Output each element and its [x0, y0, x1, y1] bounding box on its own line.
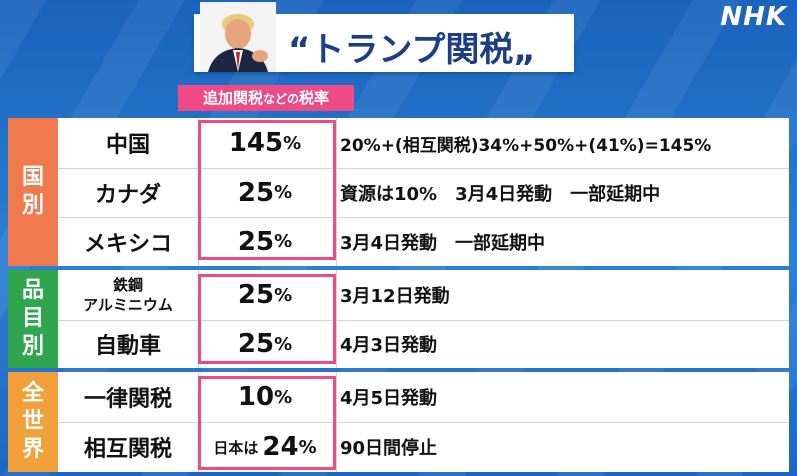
page-title: “トランプ関税„: [288, 30, 536, 70]
note-cell: 3月4日発動 一部延期中: [340, 232, 546, 254]
rate-cell: 25%: [237, 280, 293, 310]
rate-cell: 25%: [237, 226, 293, 257]
item-cell: 鉄鋼 アルミニウム: [83, 276, 173, 314]
column-divider: [336, 270, 337, 368]
rate-column-label: 追加関税などの税率: [178, 85, 354, 111]
group-label-worldwide: 全 世 界: [8, 372, 58, 472]
table-row-automobile: 自動車 25% 4月3日発動: [58, 320, 789, 368]
rate-highlight-frame: [198, 274, 336, 364]
group-worldwide: 全 世 界 一律関税 10% 4月5日発動 相互関税 日本は 24% 90日間停止: [8, 372, 789, 472]
note-cell: 資源は10% 3月4日発動 一部延期中: [340, 183, 661, 205]
rate-cell: 25%: [237, 329, 293, 359]
item-cell: カナダ: [94, 182, 161, 208]
note-cell: 20%+(相互関税)34%+50%+(41%)=145%: [340, 135, 712, 156]
group-by-product: 品 目 別 鉄鋼 アルミニウム 25% 3月12日発動 自動車 25% 4月3日…: [8, 270, 789, 368]
item-cell: 中国: [105, 133, 150, 158]
column-divider: [336, 118, 337, 266]
note-cell: 3月12日発動: [340, 286, 450, 307]
row-divider: [58, 217, 789, 218]
item-cell: 相互関税: [83, 437, 172, 462]
rate-cell: 10%: [237, 382, 293, 412]
rate-cell: 145%: [228, 128, 302, 158]
group-label-country: 国 別: [8, 118, 58, 266]
rate-highlight-frame: [198, 120, 336, 260]
row-divider: [58, 168, 789, 169]
rate-cell: 日本は 24%: [213, 432, 317, 462]
table-row-china: 中国 145% 20%+(相互関税)34%+50%+(41%)=145%: [58, 118, 789, 168]
table-row-uniform-tariff: 一律関税 10% 4月5日発動: [58, 372, 789, 422]
group-by-country: 国 別 中国 145% 20%+(相互関税)34%+50%+(41%)=145%…: [8, 118, 789, 266]
note-cell: 90日間停止: [340, 438, 438, 459]
note-cell: 4月5日発動: [340, 388, 438, 409]
item-cell: 一律関税: [83, 387, 172, 412]
table-row-canada: カナダ 25% 資源は10% 3月4日発動 一部延期中: [58, 168, 789, 217]
nhk-logo: NHK: [720, 2, 787, 32]
speaker-portrait: [200, 2, 276, 72]
table-row-mexico: メキシコ 25% 3月4日発動 一部延期中: [58, 217, 789, 266]
table-row-steel-aluminum: 鉄鋼 アルミニウム 25% 3月12日発動: [58, 270, 789, 320]
note-cell: 4月3日発動: [340, 335, 438, 356]
item-cell: 自動車: [94, 334, 161, 359]
row-divider: [58, 422, 789, 423]
rate-cell: 25%: [237, 177, 293, 208]
row-divider: [58, 320, 789, 321]
rate-highlight-frame: [198, 376, 336, 470]
column-divider: [336, 372, 337, 472]
item-cell: メキシコ: [83, 231, 172, 257]
group-label-product: 品 目 別: [8, 270, 58, 368]
table-row-reciprocal-tariff: 相互関税 日本は 24% 90日間停止: [58, 422, 789, 472]
